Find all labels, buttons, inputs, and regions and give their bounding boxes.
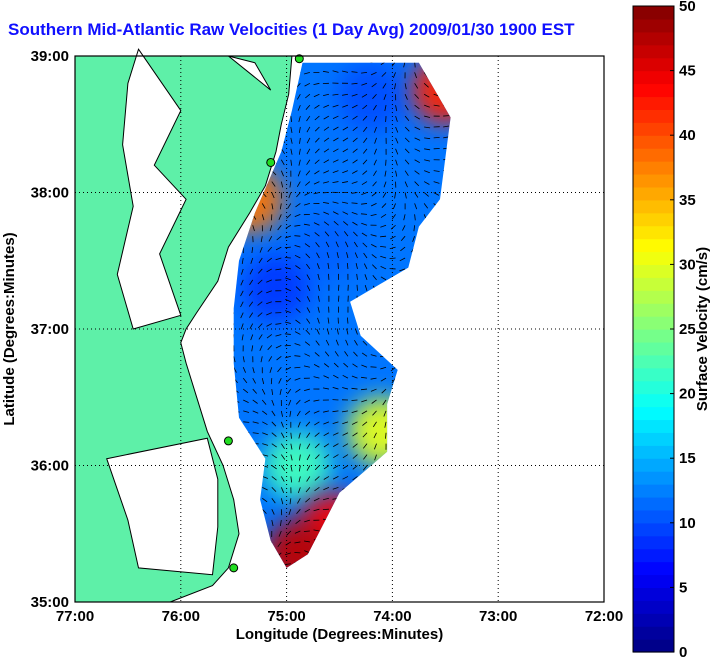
colorbar-tick-label-0: 0 (679, 644, 687, 659)
x-tick-label-3: 74:00 (373, 608, 411, 625)
colorbar-band-48 (633, 18, 674, 33)
speed-sample-6 (263, 431, 332, 500)
colorbar-band-32 (633, 225, 674, 240)
station-marker-0 (294, 54, 304, 64)
colorbar-band-15 (633, 445, 674, 459)
colorbar-band-18 (633, 406, 674, 421)
colorbar-tick-label-5: 25 (679, 321, 696, 338)
pamlico-sound (106, 437, 219, 576)
colorbar-band-46 (633, 44, 674, 59)
colorbar-band-1 (633, 626, 674, 640)
colorbar-band-31 (633, 238, 674, 253)
colorbar-tick-label-7: 35 (679, 192, 696, 209)
colorbar-band-12 (633, 484, 674, 498)
x-tick-label-5: 72:00 (585, 608, 623, 625)
colorbar-tick-label-2: 10 (679, 515, 696, 532)
colorbar-band-24 (633, 329, 674, 343)
colorbar-band-9 (633, 522, 674, 537)
station-marker-3 (229, 563, 239, 573)
colorbar-band-23 (633, 341, 674, 356)
colorbar-band-6 (633, 561, 674, 576)
colorbar-band-41 (633, 109, 674, 123)
colorbar-band-4 (633, 587, 674, 601)
colorbar-tick-label-4: 20 (679, 386, 696, 403)
colorbar-band-5 (633, 574, 674, 588)
colorbar-band-28 (633, 277, 674, 291)
colorbar-band-39 (633, 135, 674, 149)
colorbar-band-49 (633, 6, 674, 20)
chesapeake-bay (116, 48, 187, 330)
colorbar-band-3 (633, 600, 674, 614)
colorbar-band-42 (633, 96, 674, 110)
y-tick-label-3: 38:00 (31, 185, 69, 202)
colorbar-band-8 (633, 535, 674, 550)
colorbar-band-36 (633, 173, 674, 188)
x-tick-label-4: 73:00 (479, 608, 517, 625)
colorbar-band-45 (633, 57, 674, 72)
colorbar-band-22 (633, 354, 674, 369)
colorbar-band-7 (633, 548, 674, 563)
colorbar-label: Surface Velocity (cm/s) (694, 247, 711, 411)
speed-sample-0 (337, 62, 406, 131)
x-axis-label: Longitude (Degrees:Minutes) (236, 626, 444, 643)
y-tick-label-4: 39:00 (31, 48, 69, 65)
colorbar-band-10 (633, 509, 674, 524)
colorbar-tick-label-6: 30 (679, 256, 696, 273)
colorbar-band-2 (633, 613, 674, 627)
colorbar-band-43 (633, 83, 674, 98)
x-tick-label-2: 75:00 (267, 608, 305, 625)
colorbar-band-40 (633, 122, 674, 136)
colorbar-tick-label-9: 45 (679, 63, 696, 80)
colorbar-band-20 (633, 380, 674, 395)
colorbar-band-33 (633, 212, 674, 227)
colorbar-band-38 (633, 148, 674, 162)
y-tick-label-2: 37:00 (31, 321, 69, 338)
colorbar-band-26 (633, 303, 674, 317)
colorbar-band-17 (633, 419, 674, 433)
colorbar-band-25 (633, 316, 674, 330)
colorbar-band-34 (633, 199, 674, 214)
colorbar-band-11 (633, 496, 674, 511)
colorbar-band-19 (633, 393, 674, 408)
y-axis-label: Latitude (Degrees:Minutes) (1, 232, 18, 425)
speed-sample-8 (263, 520, 332, 568)
speed-sample-4 (242, 254, 311, 323)
colorbar-band-29 (633, 264, 674, 278)
colorbar-band-44 (633, 70, 674, 85)
colorbar-band-14 (633, 458, 674, 472)
y-tick-label-1: 36:00 (31, 458, 69, 475)
colorbar-band-13 (633, 471, 674, 485)
x-tick-label-1: 76:00 (162, 608, 200, 625)
colorbar-band-21 (633, 367, 674, 382)
colorbar-band-16 (633, 432, 674, 446)
y-tick-label-0: 35:00 (31, 594, 69, 611)
colorbar-tick-label-8: 40 (679, 127, 696, 144)
colorbar-tick-label-3: 15 (679, 450, 696, 467)
plot-frame (74, 55, 605, 603)
colorbar-band-47 (633, 31, 674, 46)
colorbar-tick-label-1: 5 (679, 579, 687, 596)
colorbar-tick-label-10: 50 (679, 0, 696, 15)
colorbar-band-35 (633, 186, 674, 201)
colorbar-band-0 (633, 639, 674, 653)
chart-title: Southern Mid-Atlantic Raw Velocities (1 … (8, 20, 575, 39)
delaware-bay (228, 55, 272, 91)
colorbar-band-30 (633, 251, 674, 265)
colorbar-band-37 (633, 161, 674, 175)
x-tick-label-0: 77:00 (56, 608, 94, 625)
station-marker-1 (266, 157, 276, 167)
station-marker-2 (223, 436, 233, 446)
colorbar-band-27 (633, 290, 674, 304)
